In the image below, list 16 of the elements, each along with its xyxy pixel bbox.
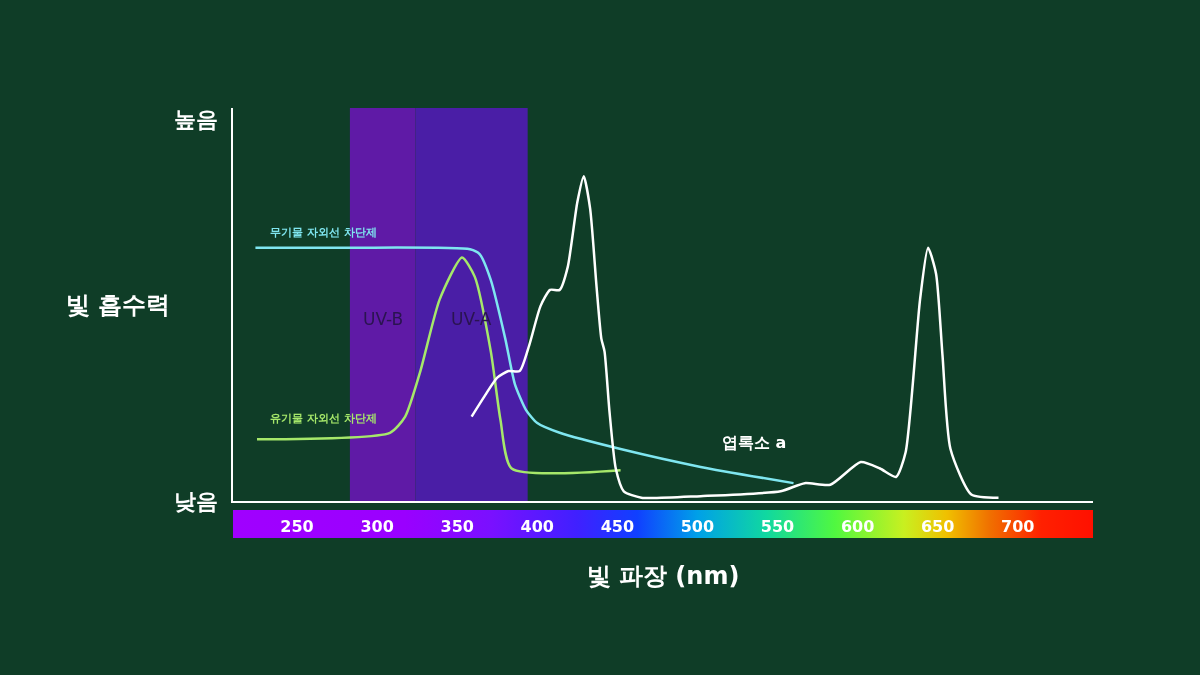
x-tick-label: 650 xyxy=(920,517,955,537)
x-axis-title: 빛 파장 (nm) xyxy=(586,562,740,590)
x-tick-label: 450 xyxy=(600,517,635,537)
y-axis-title: 빛 흡수력 xyxy=(66,291,171,319)
x-tick-label: 500 xyxy=(680,517,715,537)
annotation: 엽록소 a xyxy=(722,433,787,452)
x-tick-label: 250 xyxy=(280,517,314,537)
x-tick-label: 300 xyxy=(360,517,394,537)
text: 높음 xyxy=(174,107,218,132)
band-label: UV-B xyxy=(363,309,404,329)
x-tick-label: 550 xyxy=(760,517,795,537)
x-tick-label: 400 xyxy=(520,517,554,537)
x-tick-label: 700 xyxy=(1001,517,1035,537)
x-tick-label: 350 xyxy=(440,517,474,537)
x-tick-label: 600 xyxy=(840,517,875,537)
text: 낮음 xyxy=(174,489,218,514)
